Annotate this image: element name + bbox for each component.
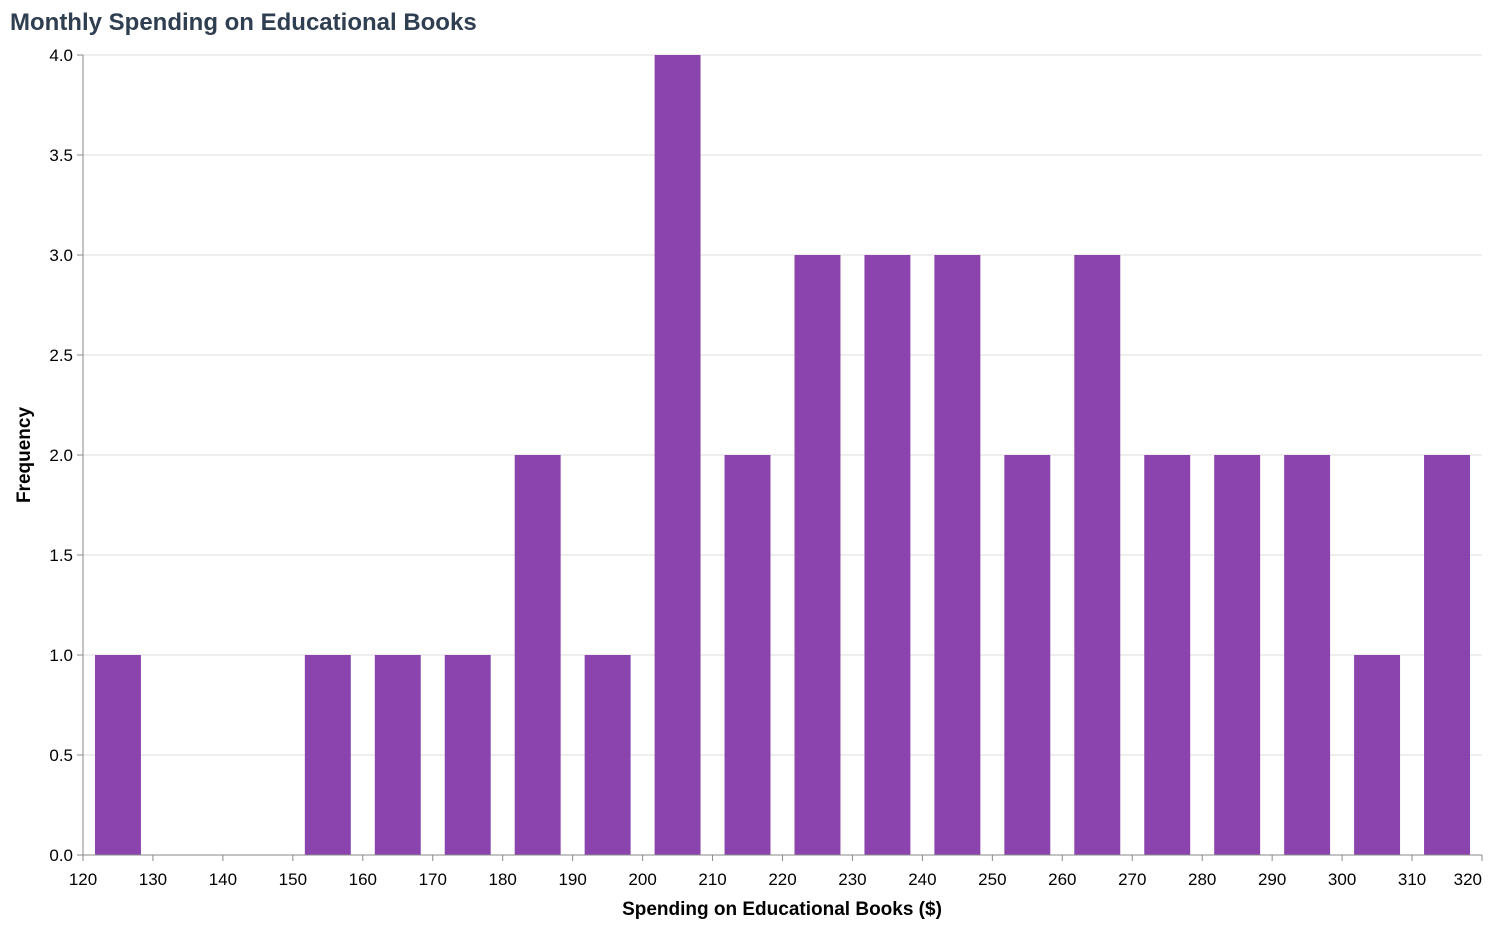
x-tick-label: 250: [978, 870, 1006, 889]
grid-lines: [83, 54, 1482, 856]
x-tick-label: 220: [768, 870, 796, 889]
y-tick-label: 4.0: [49, 46, 73, 65]
x-tick-label: 200: [628, 870, 656, 889]
histogram-bar: [1424, 455, 1470, 855]
x-tick-label: 240: [908, 870, 936, 889]
y-tick-label: 0.5: [49, 746, 73, 765]
histogram-bar: [654, 55, 701, 855]
x-tick-label: 260: [1048, 870, 1076, 889]
x-tick-label: 230: [838, 870, 866, 889]
chart-title: Monthly Spending on Educational Books: [10, 9, 477, 36]
histogram-bar: [794, 255, 841, 855]
x-tick-label: 290: [1258, 870, 1286, 889]
histogram-bar: [934, 255, 981, 855]
x-tick-label: 160: [349, 870, 377, 889]
x-tick-label: 130: [139, 870, 167, 889]
histogram-bar: [374, 655, 421, 855]
histogram-bar: [1144, 455, 1191, 855]
x-tick-label: 150: [279, 870, 307, 889]
x-tick-label: 190: [558, 870, 586, 889]
histogram-bar: [304, 655, 351, 855]
x-axis-title: Spending on Educational Books ($): [622, 899, 942, 920]
bars: [95, 55, 1470, 855]
y-axis-title: Frequency: [14, 407, 35, 504]
histogram-bar: [514, 455, 561, 855]
histogram-bar: [584, 655, 631, 855]
x-tick-label: 270: [1118, 870, 1146, 889]
histogram-bar: [95, 655, 141, 855]
histogram-bar: [444, 655, 491, 855]
y-tick-label: 2.0: [49, 446, 73, 465]
x-tick-label: 180: [489, 870, 517, 889]
histogram-bar: [1004, 455, 1051, 855]
x-tick-label: 140: [209, 870, 237, 889]
histogram-bar: [1284, 455, 1331, 855]
x-tick-label: 210: [698, 870, 726, 889]
y-tick-label: 3.5: [49, 146, 73, 165]
histogram-bar: [1074, 255, 1121, 855]
y-tick-label: 1.5: [49, 546, 73, 565]
y-tick-label: 1.0: [49, 646, 73, 665]
y-tick-label: 2.5: [49, 346, 73, 365]
histogram-bar: [1354, 655, 1401, 855]
histogram-bar: [864, 255, 911, 855]
histogram-bar: [1214, 455, 1261, 855]
x-tick-label: 280: [1188, 870, 1216, 889]
x-tick-label: 300: [1328, 870, 1356, 889]
x-tick-label: 320: [1454, 870, 1482, 889]
axes: 0.0 0.5 1.0 1.5 2.0 2.5 3.0 3.5 4.0 120 130 140 150 1…: [49, 46, 1483, 889]
x-tick-label: 120: [69, 870, 97, 889]
y-tick-label: 0.0: [49, 846, 73, 865]
histogram-bar: [724, 455, 771, 855]
x-tick-label: 310: [1398, 870, 1426, 889]
x-tick-label: 170: [419, 870, 447, 889]
y-tick-label: 3.0: [49, 246, 73, 265]
